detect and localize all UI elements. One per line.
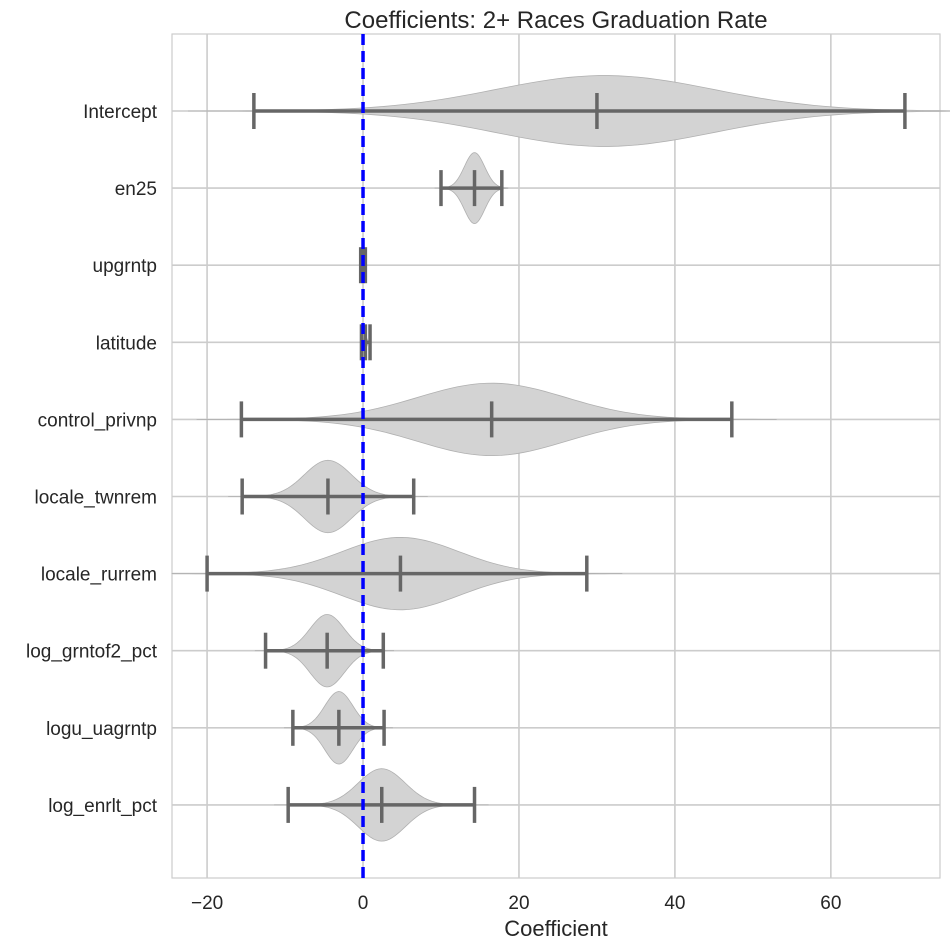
y-category-label: logu_uagrntp bbox=[46, 719, 157, 740]
y-category-label: log_enrlt_pct bbox=[48, 796, 158, 817]
x-tick-label: 0 bbox=[358, 893, 369, 914]
y-category-label: log_grntof2_pct bbox=[26, 642, 158, 663]
y-category-label: locale_twnrem bbox=[35, 488, 158, 509]
y-category-label: locale_rurrem bbox=[41, 565, 157, 586]
y-category-label: upgrntp bbox=[93, 256, 157, 277]
x-axis-label: Coefficient bbox=[504, 916, 608, 941]
y-category-label: control_privnp bbox=[38, 410, 157, 431]
x-tick-label: −20 bbox=[191, 893, 223, 914]
plot-area bbox=[171, 33, 941, 879]
whiskers bbox=[205, 93, 907, 823]
x-tick-labels: −20 0 20 40 60 bbox=[191, 893, 841, 914]
x-tick-label: 60 bbox=[820, 893, 841, 914]
chart-title: Coefficients: 2+ Races Graduation Rate bbox=[344, 7, 767, 34]
y-category-label: en25 bbox=[115, 179, 157, 200]
x-tick-label: 20 bbox=[508, 893, 529, 914]
y-category-label: latitude bbox=[96, 333, 157, 354]
y-category-label: Intercept bbox=[83, 102, 158, 123]
y-category-labels: Intercept en25 upgrntp latitude control_priv… bbox=[26, 102, 158, 817]
x-tick-label: 40 bbox=[664, 893, 685, 914]
